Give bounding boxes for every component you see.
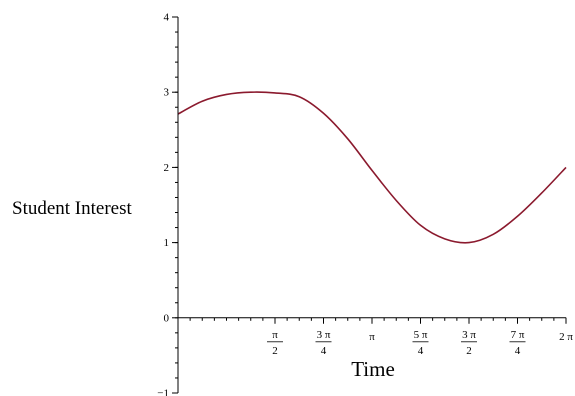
x-tick-label-numerator: 5 π [414, 329, 428, 341]
y-tick-label: −1 [157, 388, 169, 396]
y-tick-label: 4 [164, 12, 170, 24]
x-tick-label-denominator: 4 [418, 345, 424, 357]
x-tick-label: 2 π [559, 331, 573, 343]
x-tick-label-denominator: 2 [466, 345, 472, 357]
ticks: π 2 3 π 4 π 5 π 4 3 π 2 7 π 4 2 π −1 0 1 2 3 4 [157, 12, 573, 396]
y-tick-label: 3 [164, 87, 170, 99]
x-tick-label-denominator: 4 [321, 345, 327, 357]
y-tick-label: 1 [164, 237, 170, 249]
x-tick-label: π [369, 331, 375, 343]
series-layer [177, 91, 567, 244]
x-tick-label-numerator: 7 π [511, 329, 525, 341]
y-tick-label: 2 [164, 162, 170, 174]
x-tick-label-numerator: π [272, 329, 278, 341]
x-axis-title: Time [351, 357, 395, 381]
x-tick-label-denominator: 2 [272, 345, 278, 357]
y-tick-label: 0 [164, 312, 170, 324]
series-line [177, 91, 567, 244]
x-tick-label-numerator: 3 π [317, 329, 331, 341]
x-tick-label-numerator: 3 π [462, 329, 476, 341]
y-axis-title: Student Interest [12, 198, 133, 219]
x-tick-label-denominator: 4 [515, 345, 521, 357]
